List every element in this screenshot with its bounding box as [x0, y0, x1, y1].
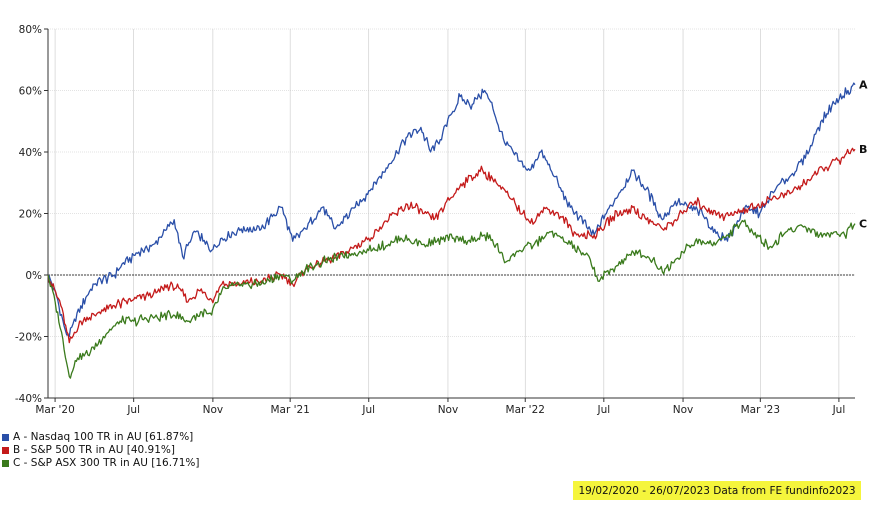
- legend-label-a: A - Nasdaq 100 TR in AU [61.87%]: [13, 431, 194, 443]
- x-tick-label: Nov: [203, 404, 224, 416]
- x-tick-label: Mar '22: [506, 404, 545, 416]
- x-tick-label: Mar '20: [35, 404, 74, 416]
- series-end-label-c: C: [859, 218, 867, 231]
- y-tick-label: 20%: [19, 209, 42, 221]
- legend-swatch-c: [2, 460, 9, 467]
- x-tick-label: Mar '23: [741, 404, 780, 416]
- series-line-c: [47, 219, 856, 379]
- x-tick-label: Jul: [832, 404, 846, 416]
- x-tick-label: Jul: [361, 404, 375, 416]
- legend: A - Nasdaq 100 TR in AU [61.87%] B - S&P…: [2, 431, 199, 470]
- legend-item-a: A - Nasdaq 100 TR in AU [61.87%]: [2, 431, 199, 444]
- legend-item-b: B - S&P 500 TR in AU [40.91%]: [2, 444, 199, 457]
- legend-label-c: C - S&P ASX 300 TR in AU [16.71%]: [13, 457, 200, 469]
- y-tick-label: -40%: [15, 393, 42, 405]
- series-end-label-a: A: [859, 79, 868, 92]
- legend-label-b: B - S&P 500 TR in AU [40.91%]: [13, 444, 175, 456]
- series-line-b: [47, 147, 856, 344]
- y-tick-label: 60%: [19, 86, 42, 98]
- legend-item-c: C - S&P ASX 300 TR in AU [16.71%]: [2, 457, 199, 470]
- y-tick-label: 0%: [25, 270, 42, 282]
- x-tick-label: Jul: [126, 404, 140, 416]
- series-end-label-b: B: [859, 143, 867, 156]
- legend-swatch-a: [2, 434, 9, 441]
- y-tick-label: 80%: [19, 24, 42, 36]
- y-tick-label: -20%: [15, 332, 42, 344]
- series-line-a: [47, 82, 856, 338]
- x-tick-label: Mar '21: [270, 404, 309, 416]
- chart-plot: -40% -20% 0% 20% 40% 60% 80% Mar '20 Jul Nov Mar '…: [15, 24, 868, 416]
- x-tick-label: Jul: [596, 404, 610, 416]
- y-tick-label: 40%: [19, 147, 42, 159]
- date-range-footer: 19/02/2020 - 26/07/2023 Data from FE fun…: [573, 481, 861, 500]
- x-tick-label: Nov: [673, 404, 694, 416]
- x-tick-label: Nov: [438, 404, 459, 416]
- legend-swatch-b: [2, 447, 9, 454]
